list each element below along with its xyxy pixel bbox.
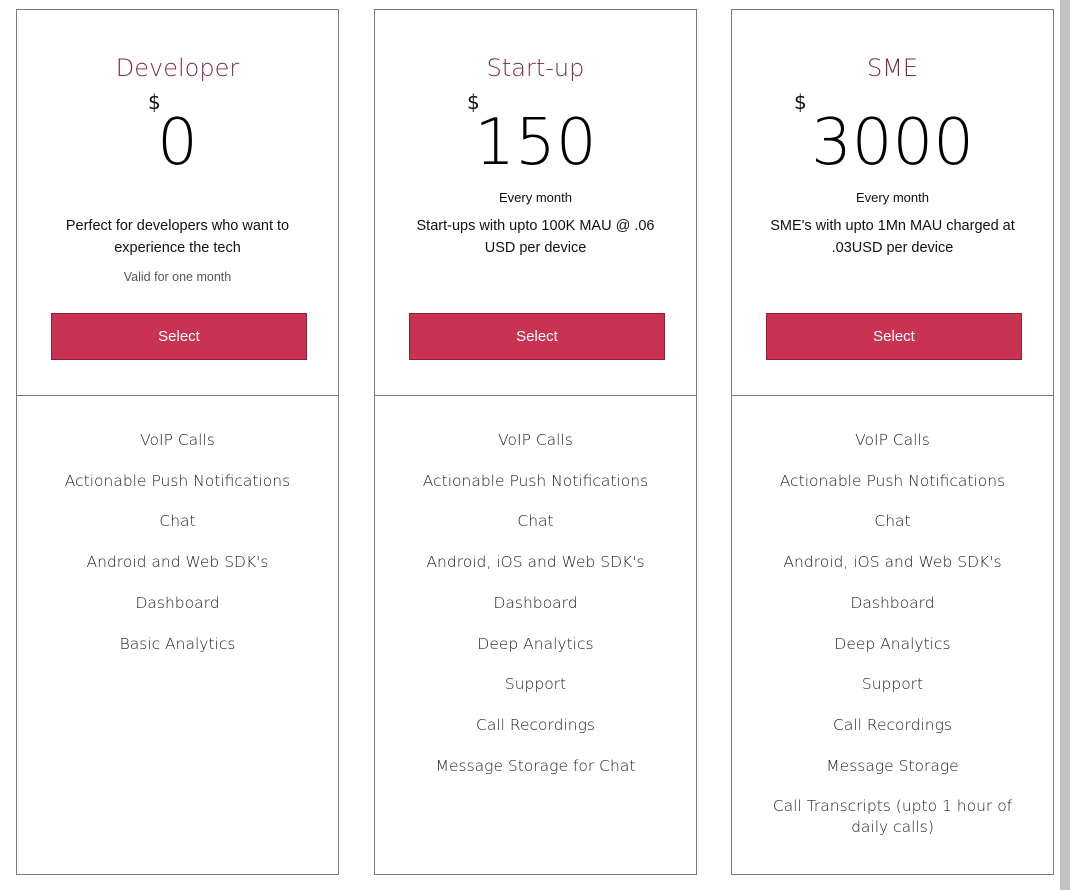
plan-note: Valid for one month	[123, 270, 232, 284]
feature-item: Call Recordings	[476, 715, 595, 734]
billing-period: Every month	[856, 190, 929, 205]
feature-item: Actionable Push Notifications	[779, 471, 1006, 490]
feature-item: Chat	[874, 512, 911, 531]
plan-price: 3000	[811, 106, 974, 180]
feature-item: Basic Analytics	[119, 634, 236, 653]
billing-period: Every month	[499, 190, 572, 205]
feature-item: VoIP Calls	[498, 431, 573, 449]
plan-title: Developer	[115, 54, 240, 82]
feature-item: Support	[861, 675, 924, 694]
plan-header: Start-up $ 150 Every month Start-ups wit…	[375, 10, 696, 396]
feature-item: Android, iOS and Web SDK's	[426, 553, 645, 572]
feature-item: Dashboard	[135, 593, 220, 612]
feature-item: Deep Analytics	[834, 634, 951, 653]
plan-title: Start-up	[486, 54, 585, 82]
feature-item: Message Storage	[826, 756, 959, 775]
plan-card-start-up: Start-up $ 150 Every month Start-ups wit…	[374, 9, 697, 875]
feature-item: Deep Analytics	[477, 634, 594, 653]
feature-item: Chat	[517, 512, 554, 531]
select-button[interactable]: Select	[766, 313, 1022, 360]
plan-title: SME	[866, 54, 919, 82]
feature-list: VoIP Calls Actionable Push Notifications C…	[17, 396, 338, 654]
plan-card-sme: SME $ 3000 Every month SME's with upto 1…	[731, 9, 1054, 875]
feature-item: Android, iOS and Web SDK's	[783, 553, 1002, 572]
plan-price: 150	[474, 106, 597, 180]
select-button[interactable]: Select	[51, 313, 307, 360]
plan-header: Developer $ 0 Perfect for developers who…	[17, 10, 338, 396]
feature-item: Call Transcripts (upto 1 hour of daily c…	[772, 797, 1013, 837]
feature-item: Message Storage for Chat	[435, 756, 636, 775]
feature-list: VoIP Calls Actionable Push Notifications C…	[732, 396, 1053, 838]
select-button[interactable]: Select	[409, 313, 665, 360]
plan-price: 0	[157, 106, 198, 180]
feature-item: Dashboard	[493, 593, 578, 612]
feature-item: Support	[504, 675, 567, 694]
feature-item: Actionable Push Notifications	[64, 471, 291, 490]
plan-description: Start-ups with upto 100K MAU @ .06 USD p…	[416, 218, 655, 256]
currency-symbol: $	[148, 90, 161, 114]
feature-item: Actionable Push Notifications	[422, 471, 649, 490]
feature-list: VoIP Calls Actionable Push Notifications C…	[375, 396, 696, 776]
feature-item: Chat	[159, 512, 196, 531]
feature-item: VoIP Calls	[140, 431, 215, 449]
feature-item: Dashboard	[850, 593, 935, 612]
scrollbar[interactable]	[1060, 0, 1070, 890]
plan-card-developer: Developer $ 0 Perfect for developers who…	[16, 9, 339, 875]
feature-item: VoIP Calls	[855, 431, 930, 449]
feature-item: Android and Web SDK's	[86, 553, 269, 572]
plan-header: SME $ 3000 Every month SME's with upto 1…	[732, 10, 1053, 396]
currency-symbol: $	[794, 90, 807, 114]
currency-symbol: $	[467, 90, 480, 114]
feature-item: Call Recordings	[833, 715, 952, 734]
plan-description: SME's with upto 1Mn MAU charged at .03US…	[770, 218, 1015, 256]
plan-description: Perfect for developers who want to exper…	[65, 218, 290, 256]
